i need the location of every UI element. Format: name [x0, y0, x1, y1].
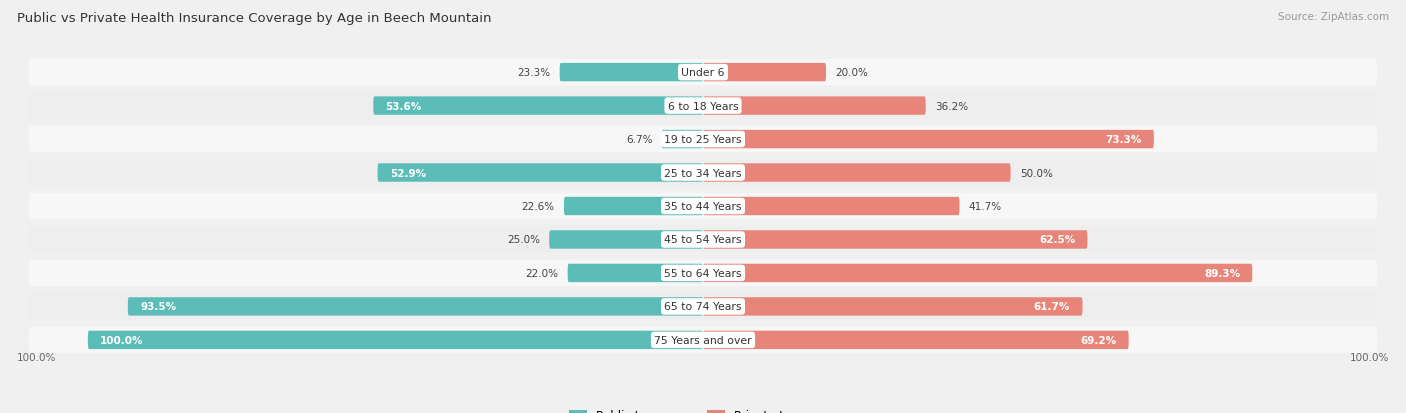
FancyBboxPatch shape — [87, 331, 703, 349]
Text: 50.0%: 50.0% — [1019, 168, 1053, 178]
Text: 100.0%: 100.0% — [1350, 352, 1389, 362]
FancyBboxPatch shape — [703, 264, 1253, 282]
Text: 20.0%: 20.0% — [835, 68, 868, 78]
Text: Under 6: Under 6 — [682, 68, 724, 78]
FancyBboxPatch shape — [703, 97, 925, 116]
Text: 52.9%: 52.9% — [389, 168, 426, 178]
FancyBboxPatch shape — [28, 126, 1378, 153]
FancyBboxPatch shape — [662, 131, 703, 149]
Text: 19 to 25 Years: 19 to 25 Years — [664, 135, 742, 145]
Text: 23.3%: 23.3% — [517, 68, 550, 78]
FancyBboxPatch shape — [560, 64, 703, 82]
FancyBboxPatch shape — [28, 294, 1378, 320]
Text: 25.0%: 25.0% — [508, 235, 540, 245]
FancyBboxPatch shape — [703, 331, 1129, 349]
Text: 6.7%: 6.7% — [626, 135, 652, 145]
Text: 45 to 54 Years: 45 to 54 Years — [664, 235, 742, 245]
FancyBboxPatch shape — [28, 227, 1378, 253]
Text: 75 Years and over: 75 Years and over — [654, 335, 752, 345]
Text: 69.2%: 69.2% — [1080, 335, 1116, 345]
Text: 100.0%: 100.0% — [17, 352, 56, 362]
Legend: Public Insurance, Private Insurance: Public Insurance, Private Insurance — [564, 404, 842, 413]
FancyBboxPatch shape — [378, 164, 703, 182]
Text: 6 to 18 Years: 6 to 18 Years — [668, 101, 738, 112]
FancyBboxPatch shape — [28, 327, 1378, 353]
Text: 65 to 74 Years: 65 to 74 Years — [664, 301, 742, 312]
Text: 73.3%: 73.3% — [1105, 135, 1142, 145]
FancyBboxPatch shape — [28, 93, 1378, 119]
Text: 22.0%: 22.0% — [526, 268, 558, 278]
FancyBboxPatch shape — [703, 231, 1087, 249]
FancyBboxPatch shape — [703, 131, 1154, 149]
FancyBboxPatch shape — [568, 264, 703, 282]
Text: Public vs Private Health Insurance Coverage by Age in Beech Mountain: Public vs Private Health Insurance Cover… — [17, 12, 491, 25]
FancyBboxPatch shape — [28, 260, 1378, 287]
Text: Source: ZipAtlas.com: Source: ZipAtlas.com — [1278, 12, 1389, 22]
Text: 89.3%: 89.3% — [1204, 268, 1240, 278]
Text: 61.7%: 61.7% — [1033, 301, 1070, 312]
FancyBboxPatch shape — [28, 193, 1378, 220]
Text: 93.5%: 93.5% — [141, 301, 176, 312]
FancyBboxPatch shape — [28, 160, 1378, 186]
Text: 53.6%: 53.6% — [385, 101, 422, 112]
Text: 22.6%: 22.6% — [522, 202, 555, 211]
Text: 100.0%: 100.0% — [100, 335, 143, 345]
FancyBboxPatch shape — [703, 164, 1011, 182]
FancyBboxPatch shape — [374, 97, 703, 116]
FancyBboxPatch shape — [564, 197, 703, 216]
FancyBboxPatch shape — [550, 231, 703, 249]
FancyBboxPatch shape — [28, 60, 1378, 86]
Text: 36.2%: 36.2% — [935, 101, 967, 112]
FancyBboxPatch shape — [703, 297, 1083, 316]
FancyBboxPatch shape — [128, 297, 703, 316]
FancyBboxPatch shape — [703, 197, 959, 216]
Text: 25 to 34 Years: 25 to 34 Years — [664, 168, 742, 178]
FancyBboxPatch shape — [703, 64, 827, 82]
Text: 35 to 44 Years: 35 to 44 Years — [664, 202, 742, 211]
Text: 62.5%: 62.5% — [1039, 235, 1076, 245]
Text: 41.7%: 41.7% — [969, 202, 1002, 211]
Text: 55 to 64 Years: 55 to 64 Years — [664, 268, 742, 278]
